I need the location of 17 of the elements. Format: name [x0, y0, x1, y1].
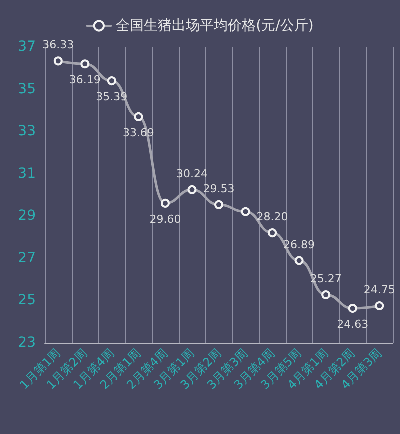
y-tick-label: 35 — [18, 81, 36, 98]
y-tick-label: 29 — [18, 208, 36, 224]
data-label: 29.53 — [203, 182, 235, 196]
data-label: 24.63 — [337, 318, 369, 332]
data-label: 30.24 — [176, 167, 208, 180]
y-tick-label: 37 — [18, 39, 36, 55]
data-label: 36.33 — [42, 38, 74, 52]
y-tick-label: 31 — [18, 166, 36, 182]
data-label: 28.20 — [256, 210, 288, 224]
y-tick-label: 23 — [18, 335, 36, 351]
y-tick-label: 33 — [18, 124, 36, 140]
data-label: 24.75 — [364, 284, 396, 296]
legend-label: 全国生猪出场平均价格(元/公斤) — [116, 18, 314, 34]
y-tick-label: 27 — [18, 250, 36, 266]
data-label: 29.60 — [150, 212, 182, 226]
y-tick-label: 25 — [18, 292, 36, 309]
data-label: 36.19 — [69, 74, 101, 87]
